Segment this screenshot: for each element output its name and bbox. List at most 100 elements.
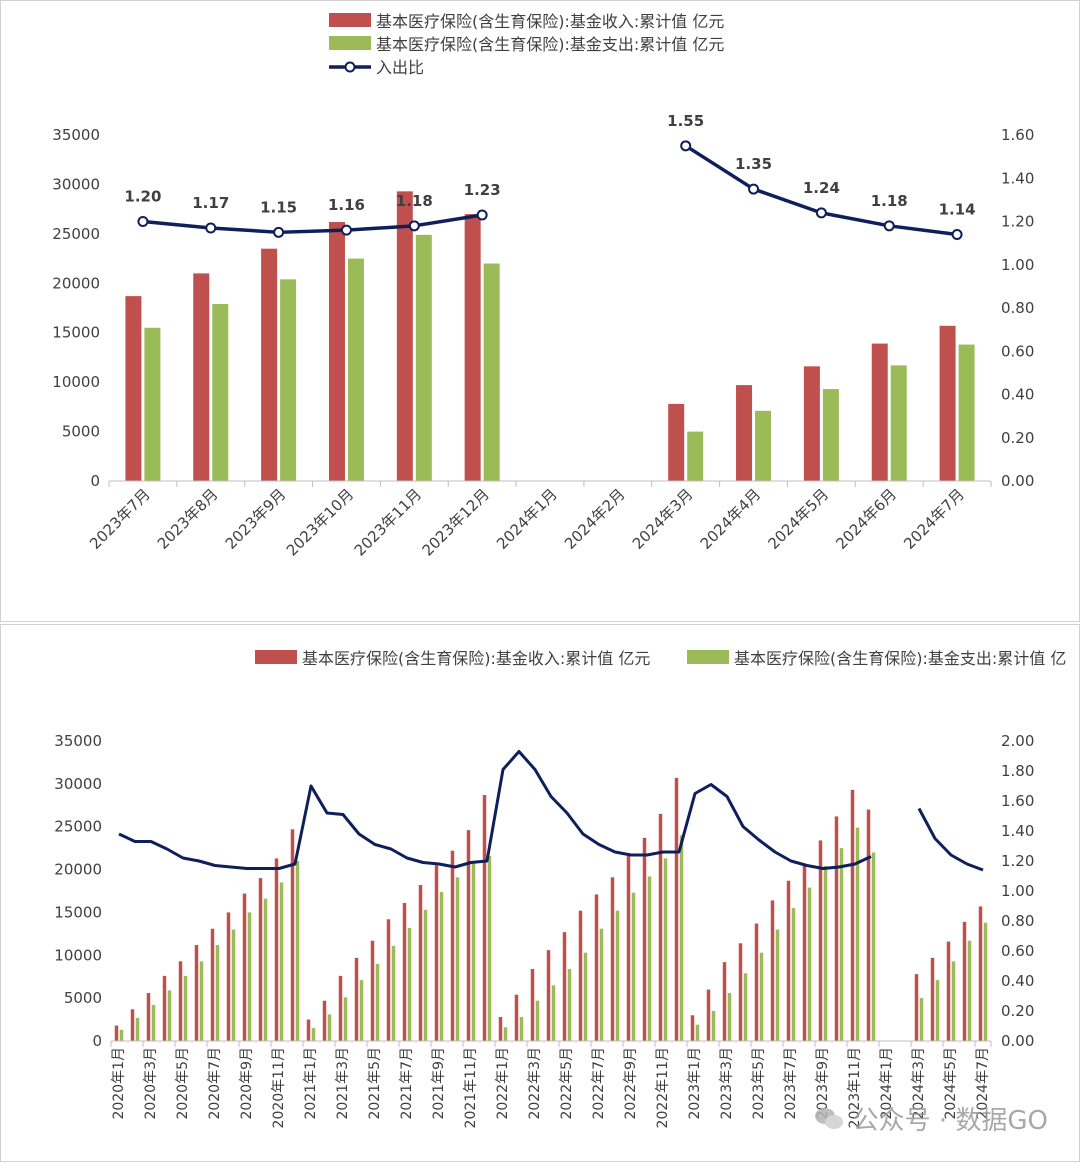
y-right-tick-label: 1.80 <box>1001 762 1034 780</box>
expense-bar <box>807 887 812 1041</box>
bottom-chart: 基本医疗保险(含生育保险):基金收入:累计值 亿元 基本医疗保险(含生育保险):基… <box>54 649 1066 1128</box>
y-right-tick-label: 1.00 <box>1001 882 1034 900</box>
legend-swatch-1 <box>329 36 371 50</box>
expense-bar <box>791 908 796 1041</box>
ratio-marker <box>815 207 827 219</box>
income-bar <box>803 366 820 481</box>
income-bar <box>514 994 519 1041</box>
income-bar <box>125 296 142 481</box>
legend-label-0: 基本医疗保险(含生育保险):基金收入:累计值 亿元 <box>376 12 724 31</box>
expense-bar <box>855 827 860 1041</box>
watermark-text: 公众号 · 数据GO <box>852 1106 1048 1136</box>
income-bar <box>193 273 210 481</box>
expense-bar <box>822 389 839 481</box>
income-bar <box>434 865 439 1041</box>
x-tick-label: 2022年5月 <box>559 1047 575 1120</box>
x-tick-label: 2023年1月 <box>687 1047 703 1120</box>
ratio-marker <box>205 222 217 234</box>
expense-bar <box>231 929 236 1041</box>
ratio-marker <box>883 220 895 232</box>
expense-bar <box>135 1017 140 1041</box>
y-right-tick-label: 1.60 <box>1001 792 1034 810</box>
y-left-tick-label: 30000 <box>54 775 102 793</box>
ratio-marker <box>408 220 420 232</box>
expense-bar <box>519 1017 524 1041</box>
income-bar <box>396 191 413 481</box>
y-right-tick-label: 1.20 <box>1001 852 1034 870</box>
income-bar <box>866 809 871 1041</box>
y-right-tick-label: 1.40 <box>1001 169 1034 187</box>
y-left-tick-label: 35000 <box>54 732 102 750</box>
x-tick-label: 2022年11月 <box>655 1047 671 1128</box>
ratio-line <box>917 807 984 872</box>
ratio-marker <box>137 216 149 227</box>
expense-bar <box>567 969 572 1041</box>
income-bar <box>871 343 888 481</box>
income-bar <box>610 877 615 1041</box>
expense-bar <box>415 234 432 481</box>
income-bar <box>626 855 631 1041</box>
y-right-tick-label: 2.00 <box>1001 732 1034 750</box>
x-tick-label: 2020年1月 <box>111 1047 127 1120</box>
expense-bar <box>919 998 924 1041</box>
y-right-tick-label: 1.60 <box>1001 126 1034 144</box>
x-tick-label: 2020年3月 <box>143 1047 159 1120</box>
expense-bar <box>775 929 780 1041</box>
income-bar <box>114 1025 119 1041</box>
expense-bar <box>599 928 604 1041</box>
expense-bar <box>483 263 500 481</box>
expense-bar <box>263 898 268 1041</box>
income-bar <box>946 941 951 1041</box>
income-bar <box>370 940 375 1041</box>
x-tick-label: 2024年7月 <box>975 1047 991 1120</box>
y-left-tick-label: 20000 <box>52 274 100 292</box>
x-tick-label: 2024年1月 <box>879 1047 895 1120</box>
y-right-tick-label: 0.40 <box>1001 386 1034 404</box>
expense-bar <box>119 1029 124 1041</box>
expense-bar <box>212 304 229 481</box>
ratio-data-label: 1.14 <box>939 200 976 218</box>
expense-bar <box>823 866 828 1041</box>
x-tick-label: 2023年7月 <box>783 1047 799 1120</box>
income-bar <box>802 865 807 1041</box>
y-left-tick-label: 15000 <box>52 324 100 342</box>
expense-bar <box>280 279 297 481</box>
expense-bar <box>423 909 428 1041</box>
income-bar <box>322 1000 327 1041</box>
income-bar <box>642 837 647 1041</box>
x-tick-label: 2020年9月 <box>239 1047 255 1120</box>
income-bar <box>162 975 167 1041</box>
x-tick-label: 2023年12月 <box>419 485 493 559</box>
y-left-tick-label: 0 <box>92 1032 102 1050</box>
ratio-line <box>142 213 483 235</box>
ratio-data-label: 1.35 <box>735 155 772 173</box>
income-bar <box>674 777 679 1041</box>
expense-bar <box>471 863 476 1041</box>
expense-bar <box>487 855 492 1041</box>
y-left-tick-label: 10000 <box>52 373 100 391</box>
ratio-data-label: 1.55 <box>667 112 704 130</box>
x-tick-label: 2022年7月 <box>591 1047 607 1120</box>
ratio-marker <box>680 140 692 152</box>
x-tick-label: 2021年7月 <box>399 1047 415 1120</box>
x-tick-label: 2023年10月 <box>283 485 357 559</box>
y-right-tick-label: 0.80 <box>1001 912 1034 930</box>
y-left-tick-label: 0 <box>90 472 100 490</box>
x-tick-label: 2023年9月 <box>222 485 290 553</box>
expense-bar <box>983 922 988 1041</box>
x-tick-label: 2024年6月 <box>832 485 900 553</box>
x-tick-label: 2023年7月 <box>86 485 154 553</box>
expense-bar <box>871 852 876 1041</box>
income-bar <box>850 789 855 1041</box>
income-bar <box>328 221 345 481</box>
x-tick-label: 2024年5月 <box>765 485 833 553</box>
income-bar <box>274 858 279 1041</box>
expense-bar <box>967 940 972 1041</box>
y-right-tick-label: 0.20 <box>1001 1002 1034 1020</box>
x-tick-label: 2023年9月 <box>815 1047 831 1120</box>
y-right-tick-label: 0.00 <box>1001 1032 1034 1050</box>
y-right-tick-label: 1.00 <box>1001 256 1034 274</box>
y-right-tick-label: 0.40 <box>1001 972 1034 990</box>
x-tick-label: 2023年5月 <box>751 1047 767 1120</box>
expense-bar <box>687 431 704 481</box>
